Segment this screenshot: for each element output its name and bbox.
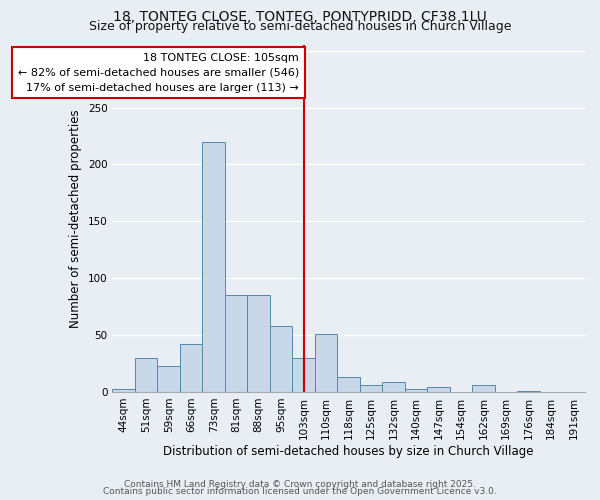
Text: Contains HM Land Registry data © Crown copyright and database right 2025.: Contains HM Land Registry data © Crown c… xyxy=(124,480,476,489)
Bar xyxy=(382,382,405,392)
Y-axis label: Number of semi-detached properties: Number of semi-detached properties xyxy=(69,109,82,328)
Bar xyxy=(292,358,315,392)
Bar xyxy=(180,344,202,392)
Bar xyxy=(427,388,450,392)
Text: Size of property relative to semi-detached houses in Church Village: Size of property relative to semi-detach… xyxy=(89,20,511,33)
Bar xyxy=(472,385,495,392)
Bar xyxy=(112,388,135,392)
Bar xyxy=(247,296,270,392)
X-axis label: Distribution of semi-detached houses by size in Church Village: Distribution of semi-detached houses by … xyxy=(163,444,534,458)
Text: 18 TONTEG CLOSE: 105sqm
← 82% of semi-detached houses are smaller (546)
17% of s: 18 TONTEG CLOSE: 105sqm ← 82% of semi-de… xyxy=(18,53,299,92)
Bar xyxy=(270,326,292,392)
Text: Contains public sector information licensed under the Open Government Licence v3: Contains public sector information licen… xyxy=(103,487,497,496)
Bar xyxy=(225,296,247,392)
Bar xyxy=(360,385,382,392)
Bar xyxy=(202,142,225,392)
Bar xyxy=(337,377,360,392)
Bar xyxy=(135,358,157,392)
Bar xyxy=(157,366,180,392)
Bar xyxy=(517,391,540,392)
Bar xyxy=(315,334,337,392)
Bar xyxy=(405,388,427,392)
Text: 18, TONTEG CLOSE, TONTEG, PONTYPRIDD, CF38 1LU: 18, TONTEG CLOSE, TONTEG, PONTYPRIDD, CF… xyxy=(113,10,487,24)
